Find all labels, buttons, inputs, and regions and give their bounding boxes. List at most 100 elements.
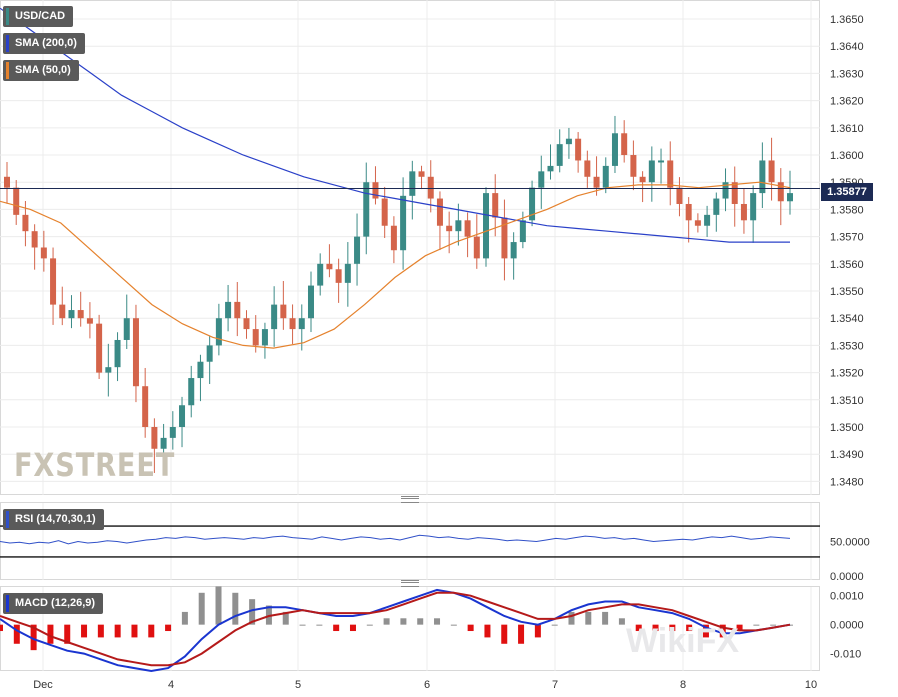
candle-body [335, 269, 342, 283]
macd-histogram-bar [669, 624, 676, 632]
candle-body [529, 187, 536, 221]
candle-body [777, 182, 784, 202]
legend-pair[interactable]: USD/CAD [3, 6, 74, 27]
legend-sma200[interactable]: SMA (200,0) [3, 33, 85, 54]
candle-body [667, 160, 674, 188]
panel-resize-handle-macd[interactable] [401, 580, 419, 587]
macd-histogram-bar [349, 624, 356, 632]
y-tick-label: 1.3580 [830, 204, 864, 216]
candle-body [464, 220, 471, 237]
candle-body [565, 138, 572, 145]
macd-histogram-bar [13, 624, 20, 644]
main-panel-frame [0, 0, 820, 495]
sma200-line [0, 7, 790, 243]
y-tick-label: 1.3480 [830, 476, 864, 488]
candle-body [676, 187, 683, 204]
macd-histogram-bar [30, 624, 37, 651]
candle-body [225, 301, 232, 319]
candle-body [363, 182, 370, 237]
candle-body [234, 301, 241, 319]
x-tick-label: 7 [552, 679, 558, 691]
legend-macd[interactable]: MACD (12,26,9) [3, 593, 104, 614]
macd-histogram-bar [232, 592, 239, 625]
x-tick-label: Dec [33, 679, 53, 691]
macd-histogram-bar [316, 624, 323, 626]
x-tick-label: 10 [805, 679, 817, 691]
macd-histogram-bar [400, 618, 407, 625]
macd-histogram-bar [383, 618, 390, 625]
y-tick-label: 1.3640 [830, 41, 864, 53]
macd-histogram-bar [602, 611, 609, 625]
y-tick-label: 1.3610 [830, 123, 864, 135]
candle-body [280, 304, 287, 319]
candle-body [298, 318, 305, 330]
y-tick-label: 1.3560 [830, 259, 864, 271]
candle-body [436, 198, 443, 226]
candle-body [473, 236, 480, 259]
macd-histogram-bar [450, 624, 457, 626]
y-tick-label: 1.3630 [830, 68, 864, 80]
macd-histogram-bar [181, 611, 188, 625]
macd-histogram-bar [719, 624, 726, 638]
candle-body [123, 318, 130, 340]
pair-color-marker [6, 8, 9, 25]
candle-body [179, 405, 186, 428]
candle-body [22, 214, 29, 232]
y-tick-label: 1.3490 [830, 449, 864, 461]
current-price-label: 1.35877 [821, 183, 873, 201]
candle-body [77, 310, 84, 319]
rsi-tick-label: 50.0000 [830, 537, 870, 549]
candle-body [50, 258, 57, 305]
rsi-panel-frame [0, 502, 820, 580]
signal-line [0, 591, 791, 667]
y-tick-label: 1.3530 [830, 340, 864, 352]
candle-body [271, 304, 278, 330]
candle-body [704, 214, 711, 226]
candle-body [105, 367, 112, 373]
candle-body [602, 165, 609, 188]
candle-body [418, 171, 425, 177]
macd-histogram-bar [114, 624, 121, 638]
macd-tick-label: 0.0010 [830, 591, 864, 603]
candle-body [787, 193, 793, 202]
macd-tick-label: 0.0000 [830, 620, 864, 632]
macd-histogram-bar [366, 624, 373, 626]
rsi-label: RSI (14,70,30,1) [15, 513, 96, 525]
fxstreet-watermark: FXSTREET [14, 446, 176, 484]
legend-sma50[interactable]: SMA (50,0) [3, 60, 79, 81]
panel-resize-handle-rsi[interactable] [401, 496, 419, 503]
candle-body [59, 304, 66, 319]
candle-body [326, 263, 333, 270]
candle-body [768, 160, 775, 183]
candle-body [519, 220, 526, 243]
pair-label: USD/CAD [15, 10, 66, 22]
candles [4, 115, 793, 473]
y-tick-label: 1.3500 [830, 422, 864, 434]
candle-body [750, 193, 757, 221]
x-tick-label: 5 [295, 679, 301, 691]
candle-body [685, 203, 692, 221]
candle-body [455, 220, 462, 232]
sma-lines [0, 7, 820, 349]
candle-body [740, 203, 747, 221]
candle-body [13, 187, 20, 215]
legend-rsi[interactable]: RSI (14,70,30,1) [3, 509, 104, 530]
axes: Dec 4 5 6 7 8 10 1.3650 1.3640 1.3630 1.3620 1.3610… [33, 14, 870, 691]
candle-body [611, 133, 618, 166]
rsi-line [0, 534, 791, 545]
macd-histogram-bar [282, 611, 289, 625]
rsi-panel [0, 525, 820, 558]
candle-body [390, 225, 397, 251]
candle-body [400, 195, 407, 251]
candle-body [501, 217, 508, 259]
candle-body [252, 329, 259, 346]
candle-body [759, 160, 766, 194]
y-tick-label: 1.3600 [830, 150, 864, 162]
candle-body [538, 171, 545, 188]
macd-histogram-bar [585, 611, 592, 625]
x-tick-label: 4 [168, 679, 174, 691]
candle-body [621, 133, 628, 156]
macd-histogram-bar [47, 624, 54, 644]
y-tick-label: 1.3540 [830, 313, 864, 325]
rsi-tick-label: 0.0000 [830, 571, 864, 583]
